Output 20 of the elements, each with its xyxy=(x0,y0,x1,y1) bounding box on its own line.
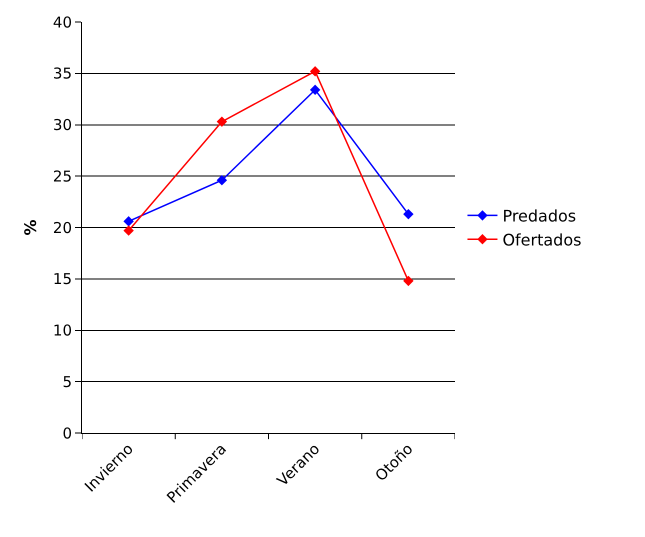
point xyxy=(310,84,320,96)
point xyxy=(310,66,320,77)
point xyxy=(216,175,228,186)
y-axis-title: % xyxy=(20,219,40,236)
legend-label: Ofertados xyxy=(502,230,582,250)
y-tick-label: 10 xyxy=(52,322,72,340)
point xyxy=(403,276,414,286)
y-tick-label: 30 xyxy=(52,116,72,134)
point xyxy=(123,216,134,227)
y-tick-label: 20 xyxy=(52,218,72,237)
y-tick-label: 35 xyxy=(52,64,72,83)
point xyxy=(123,225,134,236)
y-tick-label: 5 xyxy=(62,372,72,391)
point xyxy=(403,208,414,220)
legend-label: Predados xyxy=(502,206,576,226)
y-tick-label: 40 xyxy=(52,13,72,32)
y-tick-label: 25 xyxy=(52,167,72,186)
y-tick-label: 15 xyxy=(52,270,72,288)
y-tick-label: 0 xyxy=(62,424,72,442)
point xyxy=(216,116,228,127)
